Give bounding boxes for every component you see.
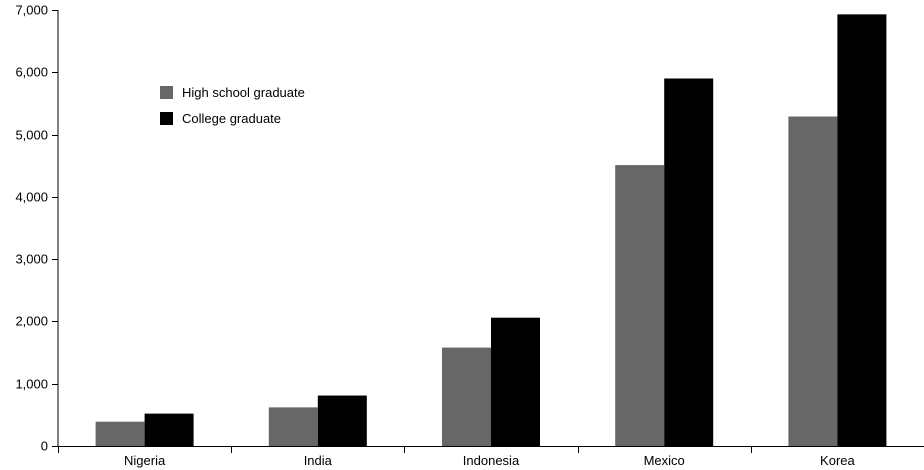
y-axis: 0 1,000 2,000 3,000 4,000 5,000 6,000 7,000 (15, 3, 59, 454)
legend-swatch (160, 86, 173, 99)
y-tick-label: 3,000 (15, 252, 48, 267)
bars (95, 14, 887, 447)
bar-college-mexico (664, 78, 714, 446)
bar-high-school-nigeria (95, 421, 145, 446)
y-tick-label: 5,000 (15, 128, 48, 143)
legend-label: High school graduate (182, 85, 305, 100)
legend-label: College graduate (182, 111, 281, 126)
y-tick-label: 1,000 (15, 377, 48, 392)
legend: High school graduate College graduate (160, 85, 305, 126)
legend-swatch (160, 112, 173, 125)
y-tick-label: 7,000 (15, 3, 48, 18)
bar-college-india (317, 395, 367, 446)
bar-high-school-india (268, 407, 318, 446)
x-tick-label: Nigeria (124, 453, 166, 468)
y-tick-label: 2,000 (15, 314, 48, 329)
bar-high-school-indonesia (442, 347, 491, 446)
x-tick-label: India (304, 453, 333, 468)
y-tick-label: 6,000 (15, 65, 48, 80)
y-tick-label: 4,000 (15, 190, 48, 205)
x-axis: Nigeria India Indonesia Mexico Korea (58, 446, 924, 468)
x-tick-label: Mexico (644, 453, 685, 468)
y-tick-label: 0 (41, 439, 48, 454)
x-tick-label: Indonesia (463, 453, 520, 468)
bar-college-indonesia (491, 317, 540, 446)
bar-college-nigeria (144, 413, 194, 446)
bar-high-school-korea (788, 116, 838, 446)
x-tick-label: Korea (820, 453, 855, 468)
bar-high-school-mexico (615, 165, 665, 446)
bar-college-korea (837, 14, 887, 447)
